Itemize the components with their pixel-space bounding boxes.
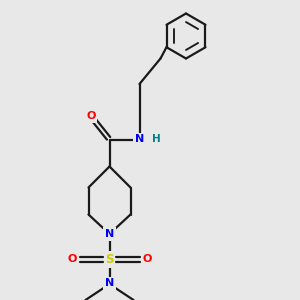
Text: O: O	[67, 254, 76, 265]
Text: N: N	[135, 134, 144, 145]
Text: O: O	[86, 111, 96, 122]
Text: N: N	[105, 229, 114, 239]
Text: O: O	[142, 254, 152, 265]
Text: S: S	[105, 253, 114, 266]
Text: N: N	[105, 278, 114, 289]
Text: H: H	[152, 134, 161, 145]
